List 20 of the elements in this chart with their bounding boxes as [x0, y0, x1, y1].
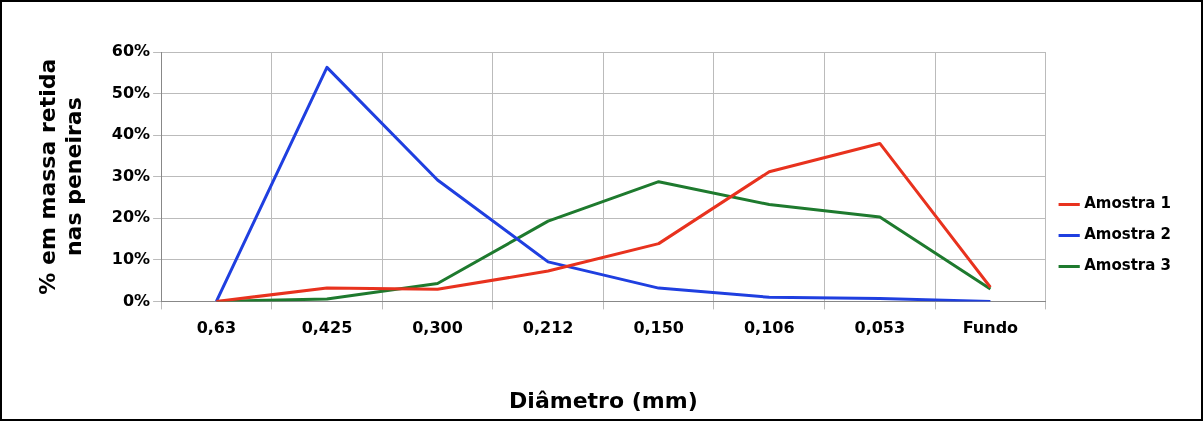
- x-tick-label: 0,212: [522, 318, 574, 338]
- y-tick-label: 20%: [111, 207, 151, 227]
- x-tick-label: 0,425: [301, 318, 353, 338]
- y-tick-label: 0%: [122, 290, 151, 310]
- x-tick-label: 0,63: [196, 318, 237, 338]
- x-tick-label: 0,300: [412, 318, 463, 338]
- x-axis-title: Diâmetro (mm): [509, 387, 698, 413]
- legend-label: Amostra 2: [1084, 225, 1172, 244]
- legend-label: Amostra 3: [1084, 256, 1172, 275]
- y-tick-label: 60%: [111, 41, 151, 61]
- legend-label: Amostra 1: [1084, 194, 1172, 213]
- y-tick-label: 40%: [111, 124, 151, 144]
- x-tick-label: 0,053: [854, 318, 906, 338]
- x-tick-label: Fundo: [962, 318, 1019, 338]
- y-tick-label: 50%: [111, 82, 151, 102]
- y-tick-label: 30%: [111, 165, 151, 185]
- x-tick-label: 0,106: [743, 318, 795, 338]
- y-tick-label: 10%: [111, 248, 151, 268]
- x-tick-label: 0,150: [633, 318, 684, 338]
- y-axis-title: % em massa retida nas peneiras: [34, 58, 87, 295]
